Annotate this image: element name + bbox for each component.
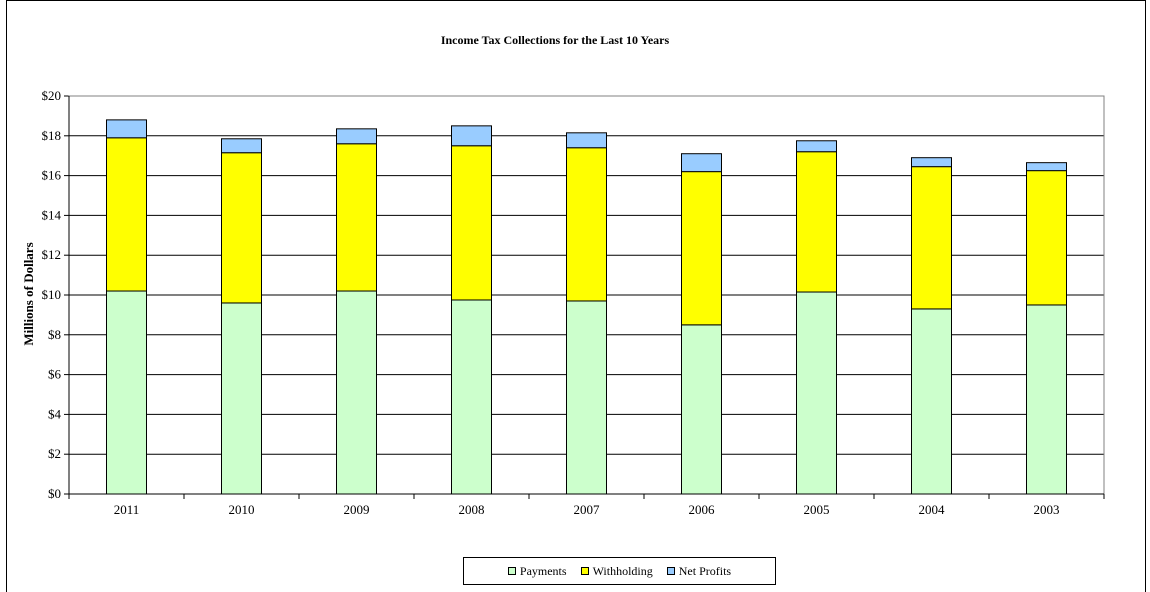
bar-payments-2010 bbox=[221, 302, 262, 495]
y-tick-label: $2 bbox=[48, 446, 61, 461]
y-tick-label: $12 bbox=[42, 247, 62, 262]
legend-swatch bbox=[580, 567, 589, 575]
bar-net-profits-2007 bbox=[566, 132, 607, 149]
bar-net-profits-2009 bbox=[336, 128, 377, 145]
bar-net-profits-2005 bbox=[796, 140, 837, 153]
legend-swatch bbox=[666, 567, 675, 575]
bar-withholding-2005 bbox=[796, 151, 837, 293]
y-axis-label: Millions of Dollars bbox=[21, 242, 36, 345]
y-tick-label: $4 bbox=[48, 406, 62, 421]
y-tick-label: $20 bbox=[42, 88, 62, 103]
plot-area: $0 $2 $4 $6 $8 $10 $12 $14 $16 $18 $20 2011 2010 2009… bbox=[42, 88, 1105, 517]
y-tick-label: $0 bbox=[48, 486, 61, 501]
bar-withholding-2010 bbox=[221, 152, 262, 304]
bar-withholding-2003 bbox=[1026, 170, 1067, 306]
y-tick-label: $6 bbox=[48, 367, 62, 382]
bar-payments-2009 bbox=[336, 290, 377, 495]
bar-net-profits-2008 bbox=[451, 125, 492, 147]
x-tick-label: 2010 bbox=[229, 502, 255, 517]
bar-withholding-2008 bbox=[451, 145, 492, 301]
y-tick-label: $18 bbox=[42, 128, 62, 143]
bar-withholding-2011 bbox=[106, 137, 147, 292]
x-tick-label: 2005 bbox=[804, 502, 830, 517]
legend-label: Net Profits bbox=[678, 563, 732, 578]
bar-payments-2006 bbox=[681, 324, 722, 495]
legend-item-payments: Payments bbox=[507, 563, 567, 579]
chart-title: Income Tax Collections for the Last 10 Y… bbox=[441, 33, 670, 47]
bar-payments-2004 bbox=[911, 308, 952, 495]
y-tick-label: $16 bbox=[42, 168, 62, 183]
x-tick-label: 2008 bbox=[459, 502, 485, 517]
legend-label: Payments bbox=[519, 563, 567, 578]
legend-swatch bbox=[507, 567, 516, 575]
bar-net-profits-2010 bbox=[221, 138, 262, 154]
bar-payments-2011 bbox=[106, 290, 147, 495]
bar-net-profits-2003 bbox=[1026, 162, 1067, 172]
bar-payments-2008 bbox=[451, 299, 492, 495]
legend: Payments Withholding Net Profits bbox=[463, 557, 776, 585]
bar-withholding-2007 bbox=[566, 147, 607, 302]
bar-net-profits-2006 bbox=[681, 153, 722, 173]
x-tick-label: 2003 bbox=[1034, 502, 1060, 517]
legend-item-net-profits: Net Profits bbox=[666, 563, 732, 579]
x-tick-label: 2007 bbox=[574, 502, 601, 517]
y-tick-label: $8 bbox=[48, 327, 61, 342]
legend-label: Withholding bbox=[592, 563, 653, 578]
legend-item-withholding: Withholding bbox=[580, 563, 653, 579]
bar-payments-2005 bbox=[796, 291, 837, 495]
bar-withholding-2006 bbox=[681, 171, 722, 326]
y-tick-label: $14 bbox=[42, 207, 62, 222]
x-tick-label: 2011 bbox=[114, 502, 140, 517]
bar-payments-2003 bbox=[1026, 304, 1067, 495]
bar-withholding-2004 bbox=[911, 166, 952, 310]
bar-payments-2007 bbox=[566, 300, 607, 495]
y-tick-label: $10 bbox=[42, 287, 62, 302]
x-tick-label: 2006 bbox=[689, 502, 716, 517]
bar-withholding-2009 bbox=[336, 143, 377, 292]
x-tick-label: 2009 bbox=[344, 502, 370, 517]
bar-net-profits-2011 bbox=[106, 119, 147, 139]
x-tick-label: 2004 bbox=[919, 502, 946, 517]
bar-net-profits-2004 bbox=[911, 157, 952, 168]
